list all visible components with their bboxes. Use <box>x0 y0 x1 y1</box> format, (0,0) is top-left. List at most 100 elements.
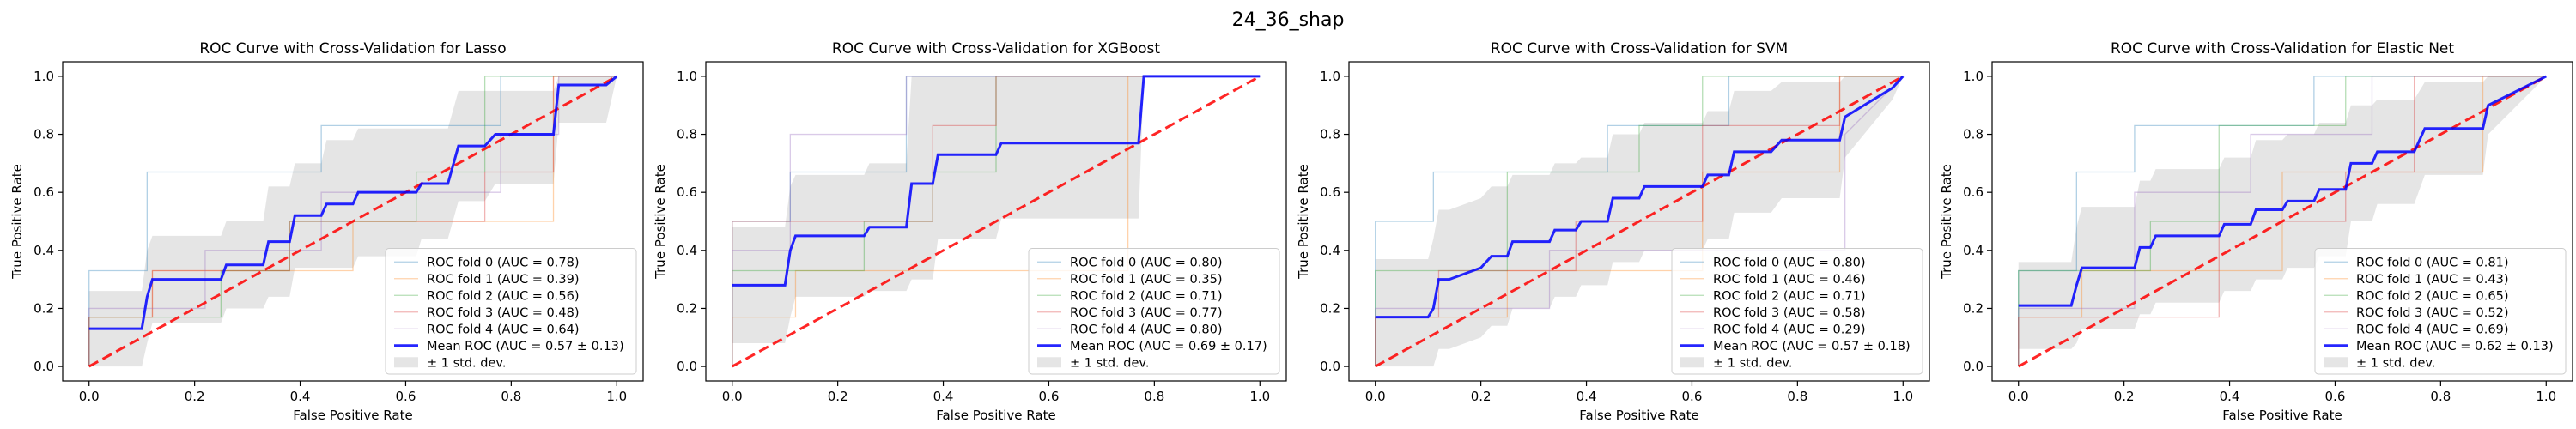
roc-fold-line-4 <box>2018 76 2547 367</box>
x-tick-label: 0.4 <box>2220 389 2240 404</box>
legend-label: Mean ROC (AUC = 0.57 ± 0.18) <box>1713 340 1911 353</box>
x-tick-label: 0.8 <box>501 389 521 404</box>
legend: ROC fold 0 (AUC = 0.80) ROC fold 1 (AUC =… <box>1671 248 1923 375</box>
chart-panel-2: 0.0 0.2 0.4 0.6 0.8 1.0 0.0 0.2 0.4 0.6 0.8 1.0 ROC … <box>1296 40 1930 423</box>
x-tick-label: 0.6 <box>1682 389 1703 404</box>
y-tick-label: 0.6 <box>677 184 697 200</box>
legend-label: ± 1 std. dev. <box>2356 356 2435 370</box>
x-tick-label: 0.4 <box>933 389 954 404</box>
y-tick-label: 0.2 <box>1320 300 1340 316</box>
legend-label: ROC fold 3 (AUC = 0.52) <box>2356 306 2509 320</box>
roc-fold-line-4 <box>1375 76 1904 367</box>
y-tick-label: 0.2 <box>677 300 697 316</box>
legend: ROC fold 0 (AUC = 0.80) ROC fold 1 (AUC =… <box>1028 248 1280 375</box>
y-tick-label: 0.0 <box>677 359 697 374</box>
legend-label: Mean ROC (AUC = 0.62 ± 0.13) <box>2356 340 2554 353</box>
y-tick-label: 0.6 <box>33 184 54 200</box>
legend: ROC fold 0 (AUC = 0.78) ROC fold 1 (AUC =… <box>385 248 637 375</box>
mean-roc-line <box>88 75 618 330</box>
legend-label: ROC fold 1 (AUC = 0.43) <box>2356 273 2509 287</box>
x-tick-label: 1.0 <box>606 389 627 404</box>
axes-frame <box>62 61 644 382</box>
y-tick-label: 0.4 <box>677 243 697 258</box>
x-tick-label: 0.2 <box>2114 389 2135 404</box>
legend-label: ROC fold 0 (AUC = 0.80) <box>1713 256 1866 269</box>
roc-fold-line-4 <box>88 76 617 367</box>
roc-fold-line-0 <box>1375 76 1904 367</box>
legend-label: ROC fold 3 (AUC = 0.77) <box>1070 306 1223 320</box>
x-tick-label: 0.2 <box>1471 389 1492 404</box>
y-tick-label: 0.6 <box>1963 184 1984 200</box>
chance-line <box>1375 75 1904 368</box>
y-tick-label: 0.4 <box>1320 243 1340 258</box>
x-tick-label: 0.6 <box>1039 389 1060 404</box>
y-tick-label: 0.6 <box>1320 184 1340 200</box>
legend-label: ROC fold 3 (AUC = 0.48) <box>427 306 580 320</box>
legend-label: ± 1 std. dev. <box>1713 356 1792 370</box>
legend-label: ROC fold 1 (AUC = 0.39) <box>427 273 580 287</box>
y-tick-label: 1.0 <box>1963 69 1984 84</box>
legend-box <box>385 248 637 375</box>
roc-fold-line-0 <box>732 76 1261 367</box>
legend-label: ROC fold 0 (AUC = 0.80) <box>1070 256 1223 269</box>
legend-label: ROC fold 1 (AUC = 0.46) <box>1713 273 1866 287</box>
x-tick-label: 0.4 <box>290 389 311 404</box>
x-tick-label: 0.0 <box>722 389 743 404</box>
legend-label: Mean ROC (AUC = 0.57 ± 0.13) <box>427 340 624 353</box>
x-tick-label: 0.0 <box>1365 389 1386 404</box>
legend-label: ROC fold 2 (AUC = 0.65) <box>2356 289 2509 303</box>
x-tick-label: 0.0 <box>79 389 100 404</box>
legend-box <box>1671 248 1923 375</box>
roc-fold-line-2 <box>732 76 1261 367</box>
legend-label: ± 1 std. dev. <box>427 356 506 370</box>
x-axis-label: False Positive Rate <box>2222 408 2342 423</box>
chart-title: ROC Curve with Cross-Validation for XGBo… <box>832 40 1161 57</box>
chance-line <box>732 75 1261 368</box>
mean-roc-line <box>732 75 1261 287</box>
x-tick-label: 0.8 <box>1144 389 1164 404</box>
legend-label: ROC fold 4 (AUC = 0.80) <box>1070 323 1223 336</box>
y-axis-label: True Positive Rate <box>1939 164 1954 280</box>
legend-label: ROC fold 2 (AUC = 0.56) <box>427 289 580 303</box>
x-tick-label: 1.0 <box>1893 389 1913 404</box>
y-tick-label: 0.2 <box>33 300 54 316</box>
axes-frame <box>1991 61 2573 382</box>
roc-fold-line-2 <box>2018 76 2547 367</box>
legend-box <box>2314 248 2567 375</box>
legend-swatch <box>2324 357 2348 368</box>
legend-label: ROC fold 2 (AUC = 0.71) <box>1070 289 1223 303</box>
x-tick-label: 0.8 <box>2430 389 2451 404</box>
std-band <box>2018 76 2547 349</box>
legend-label: ROC fold 1 (AUC = 0.35) <box>1070 273 1223 287</box>
y-tick-label: 0.4 <box>33 243 54 258</box>
legend-label: Mean ROC (AUC = 0.69 ± 0.17) <box>1070 340 1267 353</box>
legend-swatch <box>1037 357 1061 368</box>
legend-label: ± 1 std. dev. <box>1070 356 1149 370</box>
y-tick-label: 1.0 <box>33 69 54 84</box>
legend-label: ROC fold 0 (AUC = 0.78) <box>427 256 580 269</box>
y-tick-label: 0.2 <box>1963 300 1984 316</box>
y-axis-label: True Positive Rate <box>653 164 668 280</box>
y-axis-label: True Positive Rate <box>9 164 25 280</box>
x-tick-label: 0.6 <box>2325 389 2346 404</box>
x-tick-label: 1.0 <box>2536 389 2556 404</box>
mean-roc-line <box>2018 75 2547 307</box>
legend-label: ROC fold 0 (AUC = 0.81) <box>2356 256 2509 269</box>
y-tick-label: 0.8 <box>1320 127 1340 142</box>
axes-frame <box>1348 61 1930 382</box>
mean-roc-line <box>1375 75 1905 319</box>
roc-fold-line-0 <box>88 76 617 367</box>
x-tick-label: 0.4 <box>1577 389 1597 404</box>
y-tick-label: 0.0 <box>1963 359 1984 374</box>
y-tick-label: 0.4 <box>1963 243 1984 258</box>
x-tick-label: 0.0 <box>2008 389 2029 404</box>
x-tick-label: 0.8 <box>1787 389 1807 404</box>
x-tick-label: 0.6 <box>396 389 416 404</box>
roc-fold-line-3 <box>732 76 1261 367</box>
legend-label: ROC fold 4 (AUC = 0.64) <box>427 323 580 336</box>
x-axis-label: False Positive Rate <box>293 408 412 423</box>
roc-fold-line-3 <box>88 76 617 367</box>
y-axis-label: True Positive Rate <box>1296 164 1311 280</box>
